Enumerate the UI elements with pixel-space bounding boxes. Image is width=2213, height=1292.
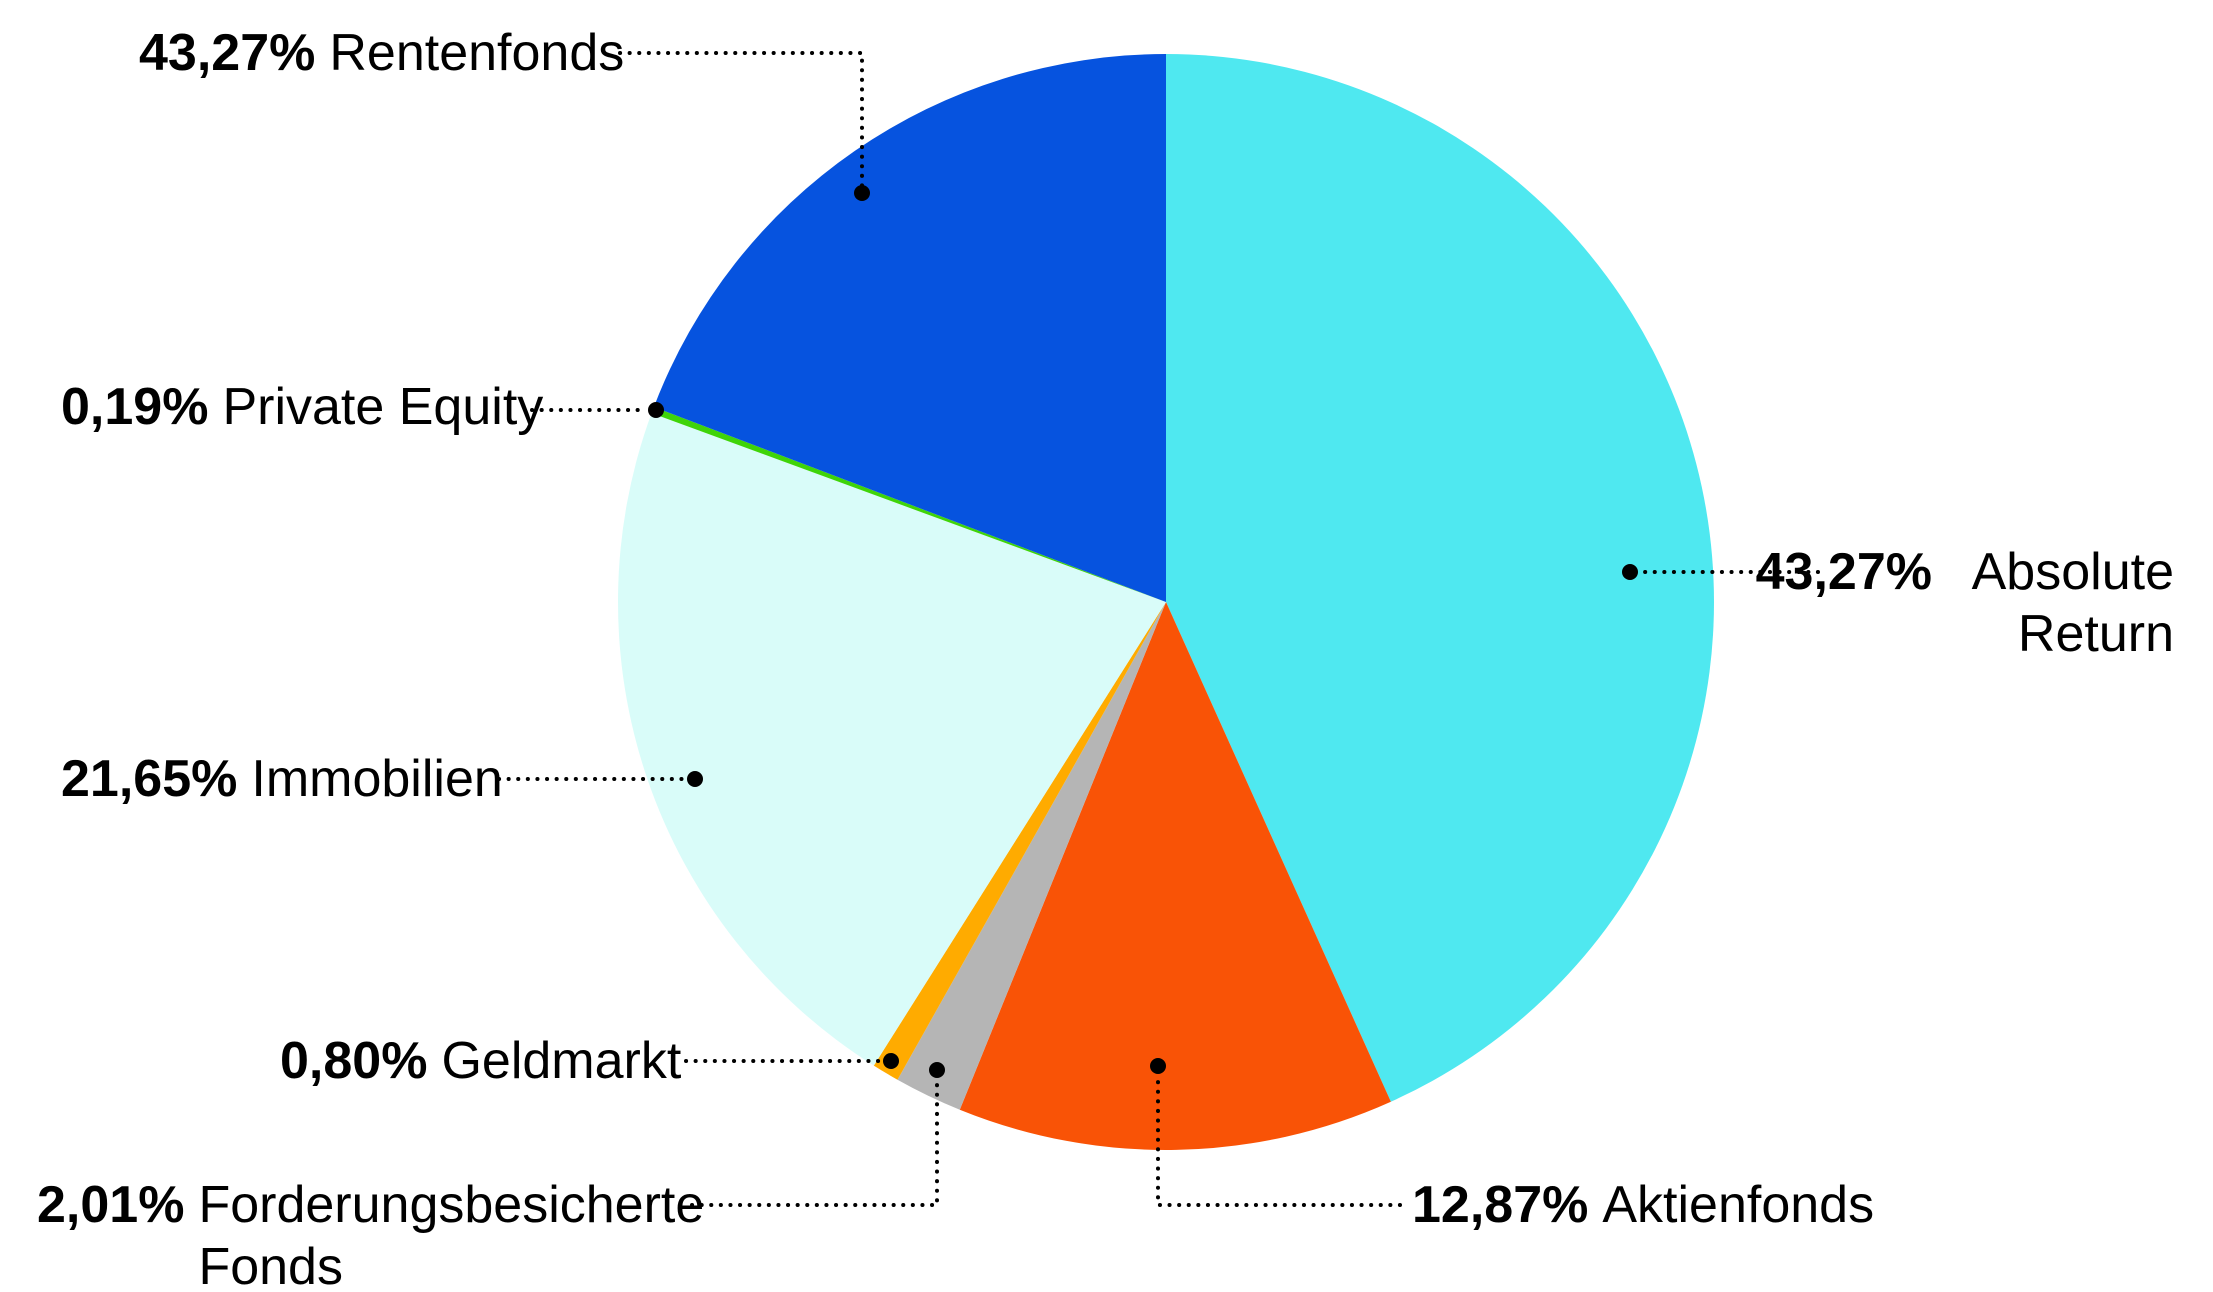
callout-aktienfonds-pct: 12,87%	[1412, 1176, 1589, 1234]
leader-rentenfonds-line	[618, 51, 864, 188]
callout-aktienfonds-name: Aktienfonds	[1602, 1176, 1875, 1234]
leader-aktienfonds-dot	[1150, 1058, 1166, 1074]
callout-private-equity-pct: 0,19%	[61, 378, 209, 436]
callout-forderungsbesicherte-fonds: 2,01% Forderungsbesicherte Fonds	[37, 1174, 708, 1292]
leader-rentenfonds-dot	[854, 185, 870, 201]
callout-absolute-return-name: Absolute Return	[1971, 543, 2174, 663]
callout-private-equity-name: Private Equity	[222, 378, 544, 436]
callout-immobilien-pct: 21,65%	[61, 750, 238, 808]
callout-forderungsbesicherte-fonds-name: Forderungsbesicherte Fonds	[198, 1176, 705, 1292]
pie-slice-geldmarkt	[873, 602, 1166, 1080]
pie-slice-rentenfonds	[653, 53, 1166, 602]
leader-aktienfonds-line	[1156, 1074, 1402, 1207]
pie-slice-forderungsbesicherte-fonds	[897, 602, 1166, 1110]
leader-lines-group	[497, 51, 1820, 1207]
callout-absolute-return: 43,27% Absolute Return	[1756, 541, 2174, 665]
callout-geldmarkt-pct: 0,80%	[280, 1032, 428, 1090]
pie-slice-private-equity	[651, 407, 1166, 602]
callout-immobilien: 21,65% Immobilien	[61, 748, 503, 810]
leader-forderung-dot	[929, 1062, 945, 1078]
pie-slices-group	[617, 53, 1714, 1150]
leader-absolute-return-dot	[1622, 564, 1638, 580]
pie-slice-absolute-return	[1166, 54, 1714, 1102]
leader-immobilien-dot	[687, 771, 703, 787]
callout-private-equity: 0,19% Private Equity	[61, 376, 543, 438]
leader-geldmarkt-dot	[883, 1053, 899, 1069]
callout-geldmarkt: 0,80% Geldmarkt	[280, 1030, 681, 1092]
callout-rentenfonds: 43,27% Rentenfonds	[139, 22, 624, 84]
callout-immobilien-name: Immobilien	[251, 750, 503, 808]
leader-private-equity-dot	[648, 402, 664, 418]
pie-slice-aktienfonds	[959, 602, 1391, 1150]
callout-absolute-return-pct: 43,27%	[1755, 543, 1932, 601]
callout-rentenfonds-pct: 43,27%	[139, 24, 316, 82]
callout-geldmarkt-name: Geldmarkt	[441, 1032, 682, 1090]
callout-rentenfonds-name: Rentenfonds	[329, 24, 625, 82]
pie-slice-immobilien	[617, 413, 1166, 1066]
leader-forderung-line	[690, 1078, 939, 1207]
callout-forderungsbesicherte-fonds-pct: 2,01%	[37, 1176, 185, 1234]
callout-aktienfonds: 12,87% Aktienfonds	[1412, 1174, 1874, 1236]
